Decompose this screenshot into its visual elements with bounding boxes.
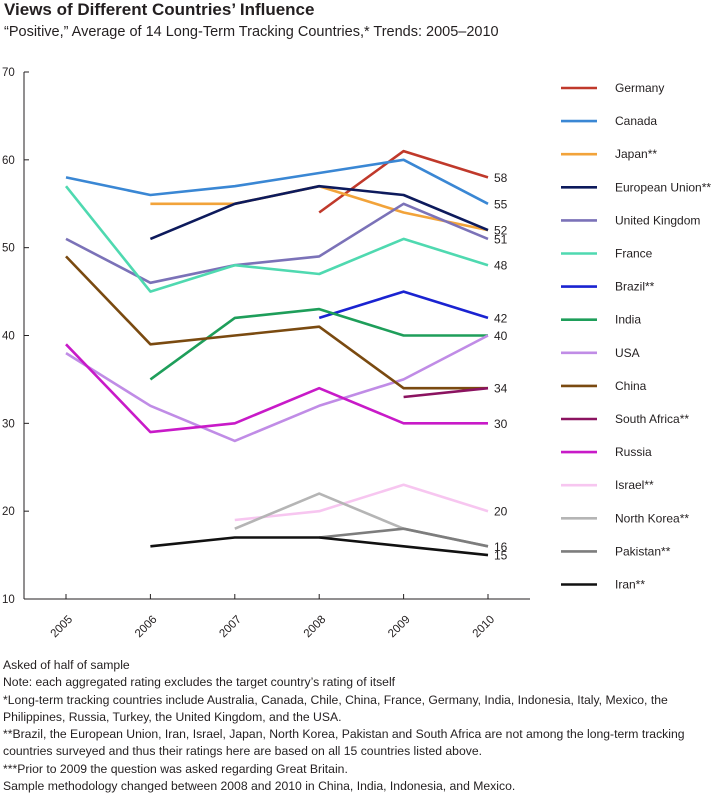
y-tick-label: 40	[2, 331, 15, 343]
series-end-label: 42	[494, 311, 508, 325]
series-end-label: 40	[494, 329, 508, 343]
chart-title: Views of Different Countries’ Influence	[4, 0, 315, 19]
series-line	[65, 255, 488, 390]
series-line	[149, 184, 489, 241]
legend-label: Brazil**	[615, 280, 655, 294]
series-line	[318, 149, 489, 214]
note-line: ***Prior to 2009 the question was asked …	[3, 761, 348, 776]
series-line	[65, 343, 488, 434]
x-tick-label: 2010	[471, 614, 498, 641]
legend-label: Russia	[615, 445, 652, 459]
chart-series	[64, 149, 489, 557]
legend-label: North Korea**	[615, 511, 689, 525]
note-line: Sample methodology changed between 2008 …	[3, 779, 516, 794]
series-line	[234, 483, 489, 522]
note-line: **Brazil, the European Union, Iran, Isra…	[3, 727, 685, 759]
series-line	[150, 536, 489, 557]
series-line	[149, 307, 488, 381]
y-tick-label: 10	[2, 594, 15, 606]
legend-label: China	[615, 379, 647, 393]
series-end-label: 51	[494, 232, 508, 246]
y-tick-label: 50	[2, 243, 15, 255]
legend-label: USA	[615, 346, 640, 360]
series-end-label: 16	[494, 540, 508, 554]
legend-label: France	[615, 247, 653, 261]
series-end-label: 48	[494, 259, 508, 273]
series-end-label: 55	[494, 197, 508, 211]
legend-label: India	[615, 313, 641, 327]
series-line	[319, 527, 489, 548]
y-tick-label: 20	[2, 506, 15, 518]
series-end-label: 30	[494, 417, 508, 431]
series-line	[64, 185, 489, 293]
x-tick-label: 2009	[386, 614, 413, 641]
legend-label: Japan**	[615, 147, 657, 161]
legend-label: Israel**	[615, 478, 654, 492]
series-end-label: 20	[494, 505, 508, 519]
note-line: Note: each aggregated rating excludes th…	[3, 675, 396, 690]
x-tick-label: 2005	[49, 614, 76, 641]
x-tick-label: 2006	[133, 614, 160, 641]
x-tick-label: 2008	[302, 614, 329, 641]
y-tick-label: 60	[2, 155, 15, 167]
legend-label: United Kingdom	[615, 213, 700, 227]
series-end-label: 15	[494, 549, 508, 563]
series-line	[65, 158, 489, 205]
series-line	[318, 290, 489, 320]
chart-subtitle: “Positive,” Average of 14 Long-Term Trac…	[4, 24, 499, 40]
legend-label: Iran**	[615, 578, 645, 592]
legend-label: Canada	[615, 114, 657, 128]
series-line	[403, 386, 489, 399]
series-line	[65, 334, 489, 443]
legend-label: European Union**	[615, 180, 711, 194]
series-end-label: 34	[494, 382, 508, 396]
x-tick-label: 2007	[217, 614, 244, 641]
series-end-label: 52	[494, 224, 508, 238]
note-line: *Long-term tracking countries include Au…	[3, 692, 668, 724]
chart-legend: Germany Canada Japan** European Union** Unit…	[561, 81, 711, 592]
chart-notes: Asked of half of sample Note: each aggre…	[3, 657, 717, 795]
note-line: Asked of half of sample	[3, 658, 130, 672]
line-chart: 10 20 30 40 50 60 70 2005 2006 2007 2008 2009 2010 5…	[2, 67, 711, 641]
legend-label: Germany	[615, 81, 664, 95]
legend-label: South Africa**	[615, 412, 689, 426]
series-end-label: 58	[494, 171, 508, 185]
y-tick-label: 70	[2, 67, 15, 79]
legend-label: Pakistan**	[615, 544, 671, 558]
y-tick-label: 30	[2, 418, 15, 430]
